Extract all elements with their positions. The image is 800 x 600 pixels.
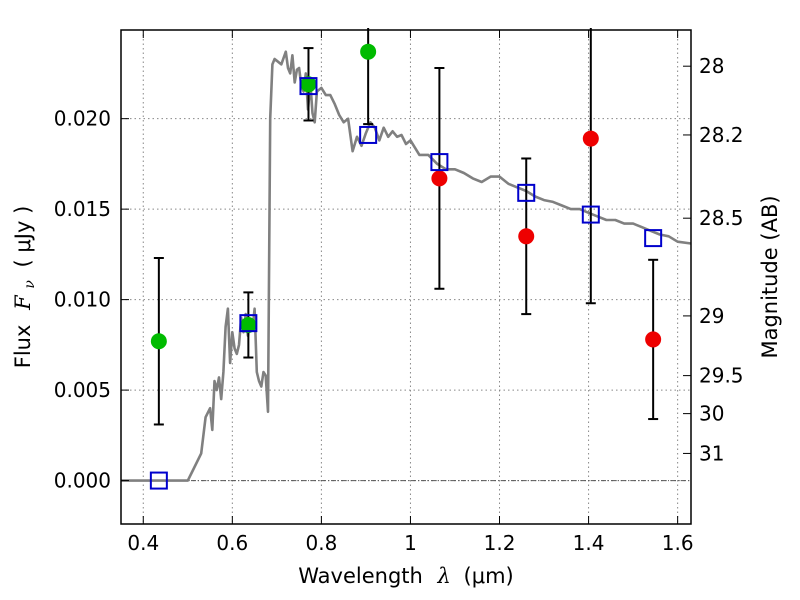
y-axis-label-text: Flux: [11, 325, 35, 369]
x-tick-label: 0.4: [127, 531, 159, 555]
y-axis-label: Flux F ν ( μJy ): [11, 206, 39, 369]
right-axis-tick-label: 28: [699, 54, 724, 78]
x-axis-label-unit: (μm): [464, 564, 514, 588]
non-detection-point: [645, 331, 662, 348]
x-tick-label: 1.4: [573, 531, 605, 555]
y-tick-label: 0.010: [54, 288, 111, 312]
x-tick-label: 1.6: [662, 531, 694, 555]
y-axis-label-subscript: ν: [22, 280, 38, 289]
y-tick-label: 0.015: [54, 197, 111, 221]
model-photometry-square: [239, 314, 258, 333]
y-tick-label: 0.000: [54, 469, 111, 493]
error-bars: [153, 28, 659, 426]
model-photometry-square: [359, 125, 378, 144]
model-photometry-square: [517, 183, 536, 202]
x-tick-label: 1.2: [484, 531, 516, 555]
right-axis-tick-label: 29.5: [699, 364, 744, 388]
model-photometry-square: [644, 229, 663, 248]
right-axis-label: Magnitude (AB): [758, 195, 782, 358]
model-photometry-square: [299, 77, 318, 96]
x-tick-label: 0.8: [305, 531, 337, 555]
non-detection-point: [431, 170, 448, 187]
model-photometry-square: [581, 205, 600, 224]
detection-point: [300, 76, 317, 93]
x-axis-label-text: Wavelength: [298, 564, 423, 588]
model-spectrum-line: [121, 50, 692, 482]
detection-point: [360, 43, 377, 60]
x-tick-label: 1: [404, 531, 417, 555]
right-axis-tick-label: 31: [699, 441, 724, 465]
grid-lines: [121, 30, 691, 524]
right-axis-tick-label: 28.5: [699, 206, 744, 230]
plot-frame: [120, 29, 692, 525]
right-axis-tick-label: 30: [699, 402, 724, 426]
x-axis-label: Wavelength λ (μm): [298, 564, 513, 588]
non-detection-point: [518, 228, 535, 245]
y-axis-label-unit: ( μJy ): [11, 206, 35, 268]
model-photometry-square: [149, 471, 168, 490]
model-photometry-square: [430, 153, 449, 172]
data-points: [150, 43, 662, 350]
model-photometry-points: [149, 77, 663, 490]
x-axis-label-symbol: λ: [437, 564, 451, 588]
non-detection-point: [582, 130, 599, 147]
y-tick-label: 0.005: [54, 378, 111, 402]
x-tick-label: 0.6: [216, 531, 248, 555]
right-axis-tick-label: 28.2: [699, 123, 744, 147]
y-axis-label-symbol: F: [11, 294, 35, 311]
model-spectrum: [121, 50, 692, 482]
tick-labels: 0.4 0.6 0.8 1 1.2 1.4 1.6 0.000 0.005 0.010 0.015 0…: [54, 54, 744, 555]
right-axis-tick-label: 29: [699, 304, 724, 328]
detection-point: [150, 333, 167, 350]
axis-ticks: [121, 30, 691, 524]
y-tick-label: 0.020: [54, 107, 111, 131]
detection-point: [240, 316, 257, 333]
